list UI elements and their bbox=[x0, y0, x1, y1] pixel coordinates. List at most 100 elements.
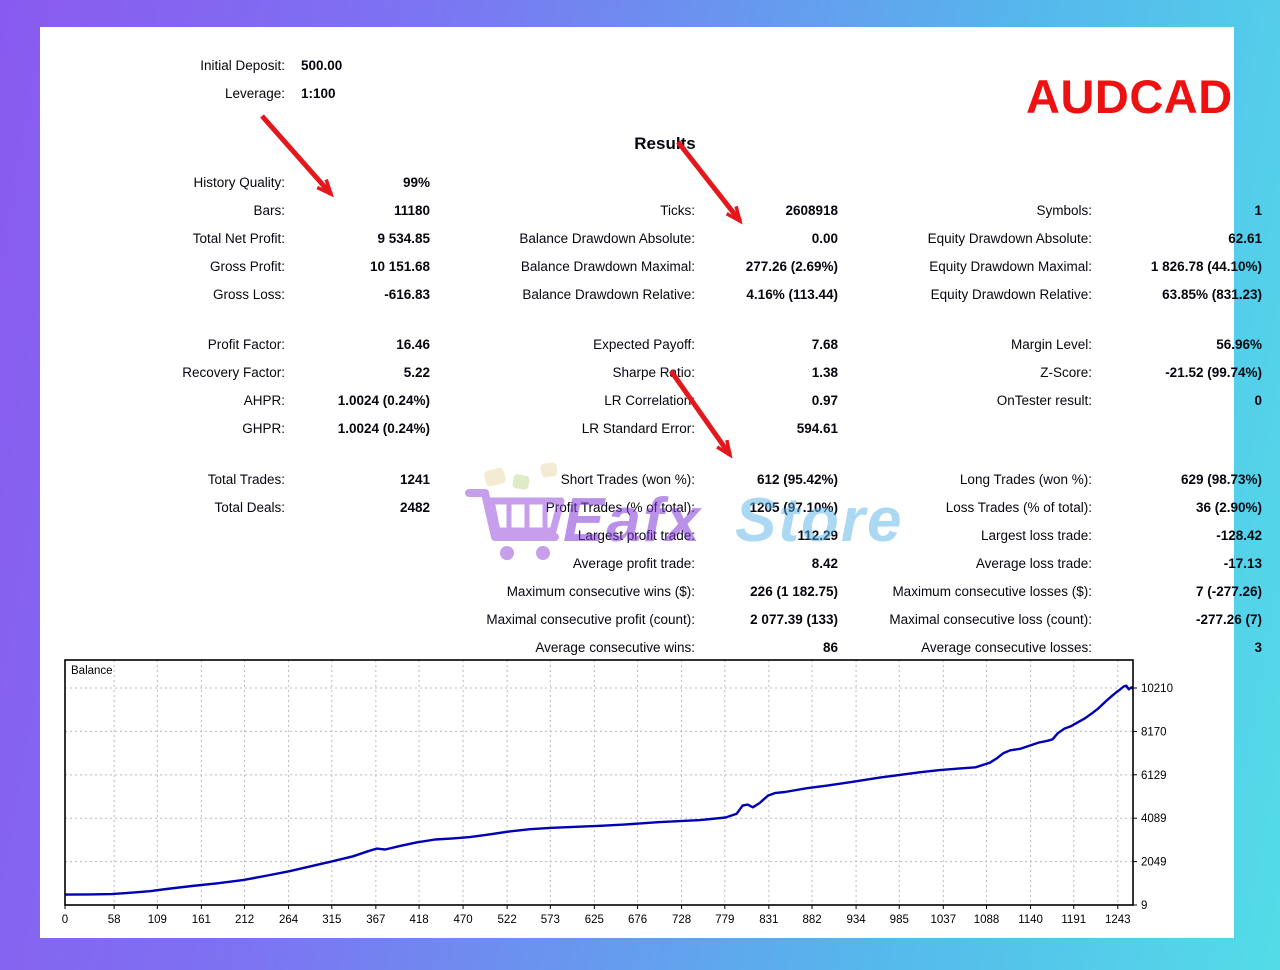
stat-row: Short Trades (won %): 612 (95.42%) bbox=[448, 465, 838, 493]
stat-value: 0.97 bbox=[811, 392, 838, 408]
stat-row: Balance Drawdown Absolute: 0.00 bbox=[448, 224, 838, 252]
stat-label: Average loss trade: bbox=[975, 555, 1092, 571]
x-tick-label: 1140 bbox=[1018, 914, 1043, 926]
stat-row: Maximum consecutive wins ($): 226 (1 182.… bbox=[448, 577, 838, 605]
stat-row: Balance Drawdown Maximal: 277.26 (2.69%) bbox=[448, 252, 838, 280]
stat-label: Gross Profit: bbox=[209, 258, 285, 274]
stat-label: Ticks: bbox=[660, 202, 695, 218]
stat-label: Profit Factor: bbox=[207, 336, 285, 352]
stat-value: -21.52 (99.74%) bbox=[1165, 364, 1262, 380]
stat-label: Gross Loss: bbox=[212, 286, 285, 302]
stat-label: LR Correlation: bbox=[604, 392, 695, 408]
stat-label: Average consecutive wins: bbox=[535, 639, 695, 655]
stat-label: History Quality: bbox=[193, 174, 285, 190]
stat-row: Total Trades: 1241 bbox=[98, 465, 430, 493]
stat-value: 7 (-277.26) bbox=[1195, 583, 1262, 599]
stats-group: Total Trades: 1241 Total Deals: 2482 bbox=[98, 465, 430, 521]
chart-series-label: Balance bbox=[71, 665, 113, 677]
stat-label: AHPR: bbox=[243, 392, 285, 408]
stat-label: Equity Drawdown Maximal: bbox=[929, 258, 1092, 274]
stat-value: 2 077.39 (133) bbox=[750, 611, 838, 627]
x-tick-label: 212 bbox=[235, 914, 254, 926]
stat-row: Balance Drawdown Relative: 4.16% (113.44) bbox=[448, 280, 838, 308]
x-tick-label: 58 bbox=[108, 914, 121, 926]
stat-value: -128.42 bbox=[1216, 527, 1262, 543]
stat-value: 63.85% (831.23) bbox=[1162, 286, 1262, 302]
x-tick-label: 728 bbox=[672, 914, 691, 926]
stat-row: Largest profit trade: 112.29 bbox=[448, 521, 838, 549]
stat-row: LR Standard Error: 594.61 bbox=[448, 414, 838, 442]
stat-row: Bars: 11180 bbox=[98, 196, 430, 224]
stat-row: Margin Level: 56.96% bbox=[862, 330, 1262, 358]
plot-area bbox=[65, 660, 1133, 905]
initial-deposit-row: Initial Deposit: 500.00 bbox=[98, 51, 498, 79]
stat-row: History Quality: 99% bbox=[98, 168, 430, 196]
stat-row: Maximum consecutive losses ($): 7 (-277.2… bbox=[862, 577, 1262, 605]
leverage-row: Leverage: 1:100 bbox=[98, 79, 498, 107]
stat-value: 1205 (97.10%) bbox=[749, 499, 838, 515]
stat-label: Profit Trades (% of total): bbox=[545, 499, 695, 515]
y-tick-label: 10210 bbox=[1141, 683, 1173, 695]
stat-value: 16.46 bbox=[396, 336, 430, 352]
stats-group: History Quality: 99% Bars: 11180 Total Net P… bbox=[98, 168, 430, 308]
stat-row: Total Deals: 2482 bbox=[98, 493, 430, 521]
symbol-title: AUDCAD bbox=[1026, 70, 1233, 123]
stat-value: 11180 bbox=[393, 202, 430, 218]
stat-value: -17.13 bbox=[1223, 555, 1262, 571]
stat-value: 1.0024 (0.24%) bbox=[337, 392, 430, 408]
stat-label: Margin Level: bbox=[1010, 336, 1092, 352]
stat-value: 1 826.78 (44.10%) bbox=[1150, 258, 1262, 274]
x-tick-label: 264 bbox=[279, 914, 299, 926]
stat-label: Average consecutive losses: bbox=[921, 639, 1092, 655]
stat-row: LR Correlation: 0.97 bbox=[448, 386, 838, 414]
stat-value: 9 534.85 bbox=[377, 230, 430, 246]
x-tick-label: 625 bbox=[585, 914, 604, 926]
x-tick-label: 1243 bbox=[1105, 914, 1131, 926]
stat-value: 2608918 bbox=[785, 202, 838, 218]
stat-value: 629 (98.73%) bbox=[1180, 471, 1262, 487]
stat-label: Maximum consecutive wins ($): bbox=[506, 583, 695, 599]
x-tick-label: 109 bbox=[148, 914, 167, 926]
stat-label: Expected Payoff: bbox=[593, 336, 695, 352]
stat-row: Largest loss trade: -128.42 bbox=[862, 521, 1262, 549]
stat-row: Equity Drawdown Absolute: 62.61 bbox=[862, 224, 1262, 252]
stat-value: 226 (1 182.75) bbox=[750, 583, 838, 599]
stat-value: 1 bbox=[1254, 202, 1262, 218]
stats-group: Expected Payoff: 7.68 Sharpe Ratio: 1.38 LR … bbox=[448, 330, 838, 442]
stat-value: 612 (95.42%) bbox=[756, 471, 838, 487]
stat-row: Equity Drawdown Relative: 63.85% (831.23) bbox=[862, 280, 1262, 308]
plot-border bbox=[64, 659, 1134, 906]
stat-value: -616.83 bbox=[384, 286, 430, 302]
stat-label: Bars: bbox=[253, 202, 285, 218]
x-tick-label: 1191 bbox=[1061, 914, 1086, 926]
x-tick-label: 831 bbox=[759, 914, 778, 926]
initial-deposit-label: Initial Deposit: bbox=[200, 57, 285, 73]
stat-row: Sharpe Ratio: 1.38 bbox=[448, 358, 838, 386]
results-heading: Results bbox=[634, 134, 696, 153]
stat-label: Balance Drawdown Maximal: bbox=[520, 258, 695, 274]
stat-value: -277.26 (7) bbox=[1195, 611, 1262, 627]
y-tick-label: 4089 bbox=[1141, 813, 1167, 825]
stat-label: Sharpe Ratio: bbox=[612, 364, 695, 380]
stats-group: Symbols: 1 Equity Drawdown Absolute: 62.61 E… bbox=[862, 196, 1262, 308]
stat-value: 7.68 bbox=[811, 336, 838, 352]
stat-row: Maximal consecutive profit (count): 2 077… bbox=[448, 605, 838, 633]
stats-group: Ticks: 2608918 Balance Drawdown Absolute: 0… bbox=[448, 196, 838, 308]
stat-label: Total Net Profit: bbox=[192, 230, 285, 246]
stat-row: Recovery Factor: 5.22 bbox=[98, 358, 430, 386]
x-tick-label: 522 bbox=[498, 914, 517, 926]
x-tick-label: 1037 bbox=[931, 914, 957, 926]
balance-chart: 0 58 109 161 212 264 315 367 418 470 522 573 625 676 7… bbox=[62, 659, 1173, 926]
stat-label: Symbols: bbox=[1036, 202, 1092, 218]
account-summary: Initial Deposit: 500.00 Leverage: 1:100 bbox=[98, 51, 498, 107]
stat-value: 86 bbox=[822, 639, 838, 655]
stat-row: Expected Payoff: 7.68 bbox=[448, 330, 838, 358]
stat-value: 10 151.68 bbox=[369, 258, 430, 274]
stat-value: 8.42 bbox=[811, 555, 838, 571]
y-tick-label: 8170 bbox=[1141, 726, 1167, 738]
stat-label: Z-Score: bbox=[1040, 364, 1092, 380]
stat-row: Average loss trade: -17.13 bbox=[862, 549, 1262, 577]
balance-line bbox=[64, 684, 1134, 896]
y-tick-label: 2049 bbox=[1141, 857, 1167, 869]
stat-label: Loss Trades (% of total): bbox=[945, 499, 1092, 515]
